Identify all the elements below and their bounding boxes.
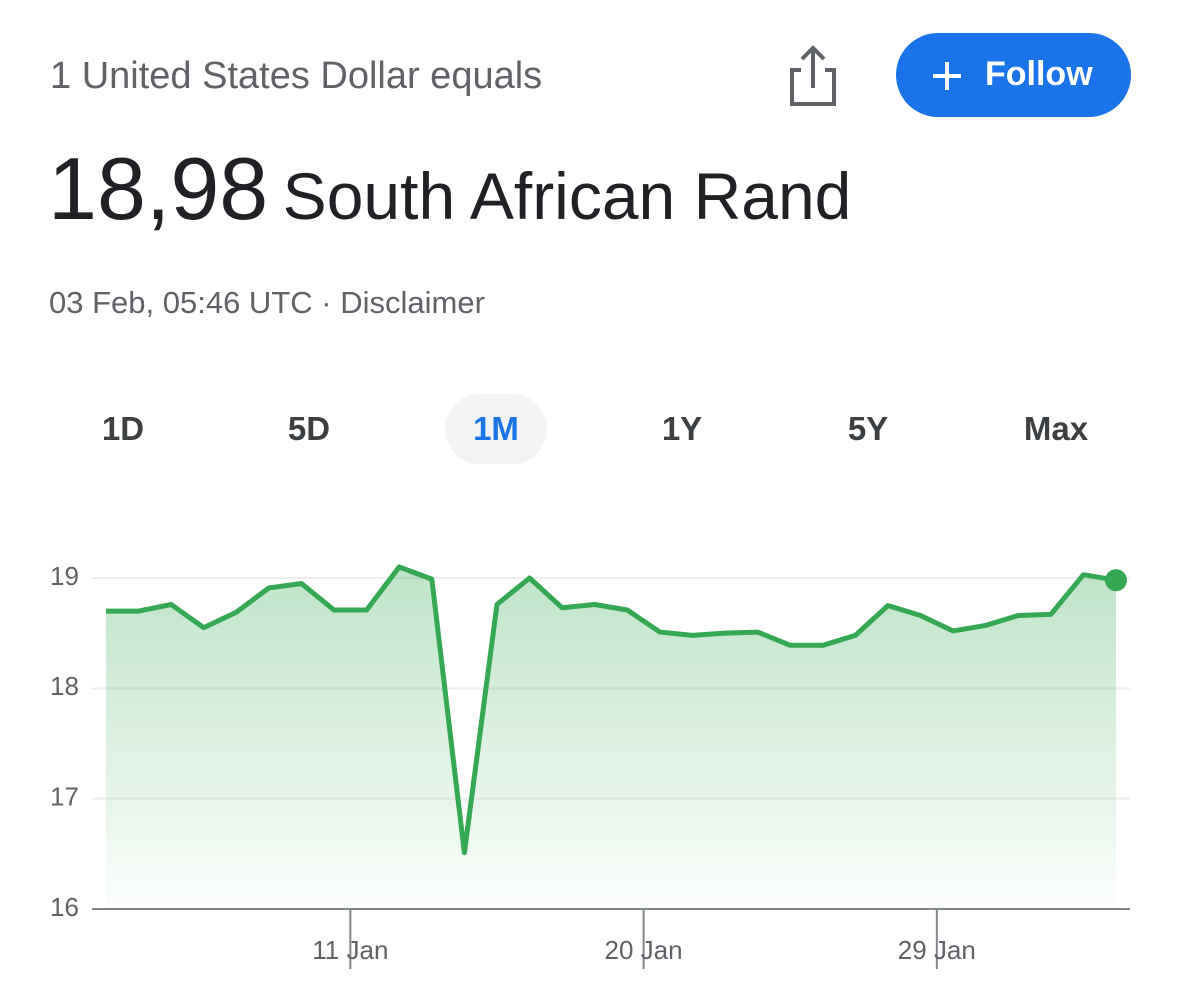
range-tab[interactable]: 1M [445,394,547,464]
currency: South African Rand [282,159,852,233]
share-arrow [800,45,826,88]
area [106,566,1116,909]
timestamp: 03 Feb, 05:46 UTC [49,285,313,320]
follow-label: Follow [985,55,1093,93]
price-line [106,564,1117,856]
y-tick-label: 18 [50,671,79,701]
range-tab[interactable]: 5D [287,410,331,447]
share-box [790,68,836,106]
y-tick-label: 17 [50,782,79,812]
current-point [1105,569,1127,592]
share-icon[interactable] [790,45,836,106]
y-tick-label: 19 [50,561,79,591]
rate: 18,98 [48,139,269,238]
range-tab[interactable]: 5Y [847,410,889,447]
x-tick-label: 29 Jan [898,935,976,965]
disclaimer[interactable]: Disclaimer [340,285,485,320]
range-tab[interactable]: 1D [101,410,145,447]
rate-line: 18,98 South African Rand [48,138,851,240]
follow-button[interactable] [896,33,1131,117]
base-label: 1 United States Dollar equals [50,55,543,97]
timestamp-line: 03 Feb, 05:46 UTC · Disclaimer [49,285,485,321]
plus-icon [933,62,961,90]
separator: · [321,285,332,320]
x-tick-label: 20 Jan [605,935,683,965]
range-tab[interactable]: 1Y [661,410,703,447]
range-tab[interactable]: Max [1023,410,1089,447]
y-tick-label: 16 [50,892,79,922]
x-tick-label: 11 Jan [312,935,388,965]
